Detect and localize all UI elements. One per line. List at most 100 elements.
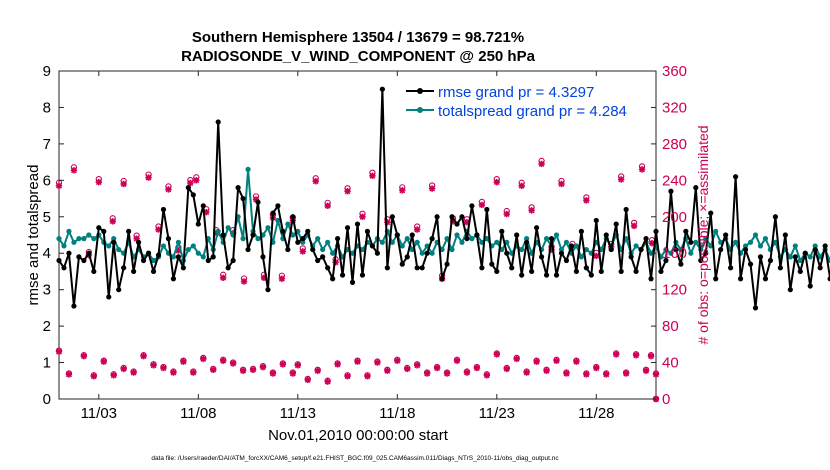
obs-assimilated-mark-stroke bbox=[613, 351, 620, 358]
totalspread-point bbox=[772, 239, 779, 245]
y-left-tick-label: 1 bbox=[43, 355, 51, 372]
obs-assimilated-mark-stroke bbox=[220, 357, 227, 364]
rmse-point bbox=[339, 272, 346, 278]
obs-assimilated-marker bbox=[583, 197, 590, 204]
obs-assimilated-mark-stroke bbox=[429, 185, 436, 192]
obs-assimilated-marker bbox=[617, 176, 625, 183]
rmse-point bbox=[195, 221, 201, 227]
y-right-tick-label: 320 bbox=[662, 99, 687, 116]
totalspread-point bbox=[404, 236, 410, 242]
obs-assimilated-mark-stroke bbox=[643, 367, 650, 374]
rmse-point bbox=[61, 265, 67, 271]
obs-assimilated-marker bbox=[573, 358, 580, 365]
rmse-point bbox=[449, 214, 455, 220]
obs-assimilated-marker bbox=[453, 357, 461, 364]
obs-assimilated-marker bbox=[399, 187, 406, 194]
totalspread-point bbox=[578, 254, 584, 260]
rmse-point bbox=[678, 261, 684, 267]
totalspread-point bbox=[325, 239, 331, 245]
chart-title-line2: RADIOSONDE_V_WIND_COMPONENT @ 250 hPa bbox=[181, 48, 536, 65]
obs-assimilated-mark-stroke bbox=[120, 181, 127, 187]
obs-assimilated-marker bbox=[95, 178, 102, 186]
obs-assimilated-marker bbox=[428, 185, 436, 192]
obs-assimilated-mark-stroke bbox=[523, 369, 530, 376]
obs-assimilated-mark-stroke bbox=[394, 357, 401, 364]
totalspread-point bbox=[56, 236, 62, 242]
obs-assimilated-marker bbox=[603, 371, 610, 378]
obs-assimilated-marker bbox=[359, 213, 366, 220]
totalspread-point bbox=[265, 225, 271, 231]
obs-assimilated-mark-stroke bbox=[364, 373, 371, 380]
rmse-point bbox=[653, 228, 659, 234]
obs-assimilated-mark-stroke bbox=[299, 248, 306, 255]
rmse-point bbox=[578, 228, 584, 234]
rmse-point bbox=[310, 246, 316, 253]
totalspread-point bbox=[633, 243, 639, 249]
rmse-point bbox=[454, 221, 460, 227]
obs-assimilated-marker bbox=[334, 361, 341, 368]
totalspread-point bbox=[111, 236, 117, 242]
totalspread-point bbox=[563, 239, 570, 245]
rmse-point bbox=[320, 254, 326, 260]
totalspread-point bbox=[742, 243, 749, 249]
rmse-point bbox=[479, 265, 485, 271]
totalspread-point bbox=[195, 250, 201, 256]
obs-assimilated-mark-stroke bbox=[478, 201, 485, 208]
obs-assimilated-marker bbox=[558, 180, 565, 188]
obs-assimilated-marker bbox=[294, 362, 301, 369]
obs-assimilated-marker bbox=[513, 355, 520, 363]
rmse-point bbox=[504, 250, 510, 256]
obs-assimilated-marker bbox=[423, 370, 431, 377]
obs-assimilated-mark-stroke bbox=[593, 252, 600, 259]
obs-assimilated-marker bbox=[120, 365, 127, 373]
rmse-point bbox=[379, 86, 385, 92]
rmse-point bbox=[603, 232, 609, 238]
y-left-tick-label: 3 bbox=[43, 282, 51, 299]
obs-assimilated-mark-stroke bbox=[583, 371, 590, 378]
obs-assimilated-marker bbox=[642, 367, 650, 374]
y-axis-right-label: # of obs: o=possible; ×=assimilated bbox=[695, 125, 711, 344]
obs-assimilated-mark-stroke bbox=[278, 275, 285, 282]
rmse-point bbox=[553, 272, 560, 278]
rmse-point bbox=[150, 268, 157, 275]
obs-assimilated-mark-stroke bbox=[130, 369, 137, 376]
rmse-point bbox=[260, 254, 266, 260]
x-tick-label: 11/03 bbox=[81, 405, 117, 422]
x-tick-label: 11/28 bbox=[578, 405, 614, 422]
obs-assimilated-mark-stroke bbox=[65, 371, 72, 378]
rmse-point bbox=[225, 265, 231, 271]
obs-assimilated-marker bbox=[364, 373, 371, 380]
obs-assimilated-mark-stroke bbox=[648, 353, 654, 360]
totalspread-point bbox=[255, 236, 261, 242]
obs-assimilated-marker bbox=[180, 358, 187, 365]
totalspread-point bbox=[688, 250, 694, 256]
rmse-point bbox=[822, 243, 828, 249]
rmse-point bbox=[140, 257, 147, 264]
obs-assimilated-mark-stroke bbox=[120, 365, 127, 372]
obs-assimilated-marker bbox=[200, 355, 207, 363]
obs-assimilated-marker bbox=[503, 365, 510, 373]
obs-assimilated-mark-stroke bbox=[220, 274, 227, 281]
rmse-point bbox=[205, 257, 211, 264]
rmse-point bbox=[524, 239, 530, 245]
y-right-tick-label: 80 bbox=[662, 318, 679, 335]
rmse-point bbox=[394, 232, 400, 238]
rmse-point bbox=[812, 246, 818, 253]
rmse-point bbox=[255, 199, 261, 205]
obs-assimilated-marker bbox=[632, 352, 640, 359]
obs-assimilated-mark-stroke bbox=[454, 357, 460, 364]
rmse-point bbox=[354, 221, 361, 227]
obs-assimilated-mark-stroke bbox=[563, 370, 570, 377]
legend-spread-label: totalspread grand pr = 4.284 bbox=[438, 103, 627, 120]
obs-assimilated-mark-stroke bbox=[538, 160, 545, 167]
rmse-point bbox=[538, 254, 545, 260]
x-tick-label: 11/08 bbox=[180, 405, 216, 422]
rmse-point bbox=[235, 185, 241, 191]
totalspread-point bbox=[190, 243, 196, 249]
obs-assimilated-marker bbox=[269, 370, 277, 377]
y-right-tick-label: 40 bbox=[662, 355, 679, 372]
totalspread-point bbox=[359, 246, 366, 253]
obs-assimilated-mark-stroke bbox=[314, 367, 321, 374]
obs-assimilated-mark-stroke bbox=[404, 365, 411, 372]
legend-rmse-label: rmse grand pr = 4.3297 bbox=[438, 84, 594, 101]
